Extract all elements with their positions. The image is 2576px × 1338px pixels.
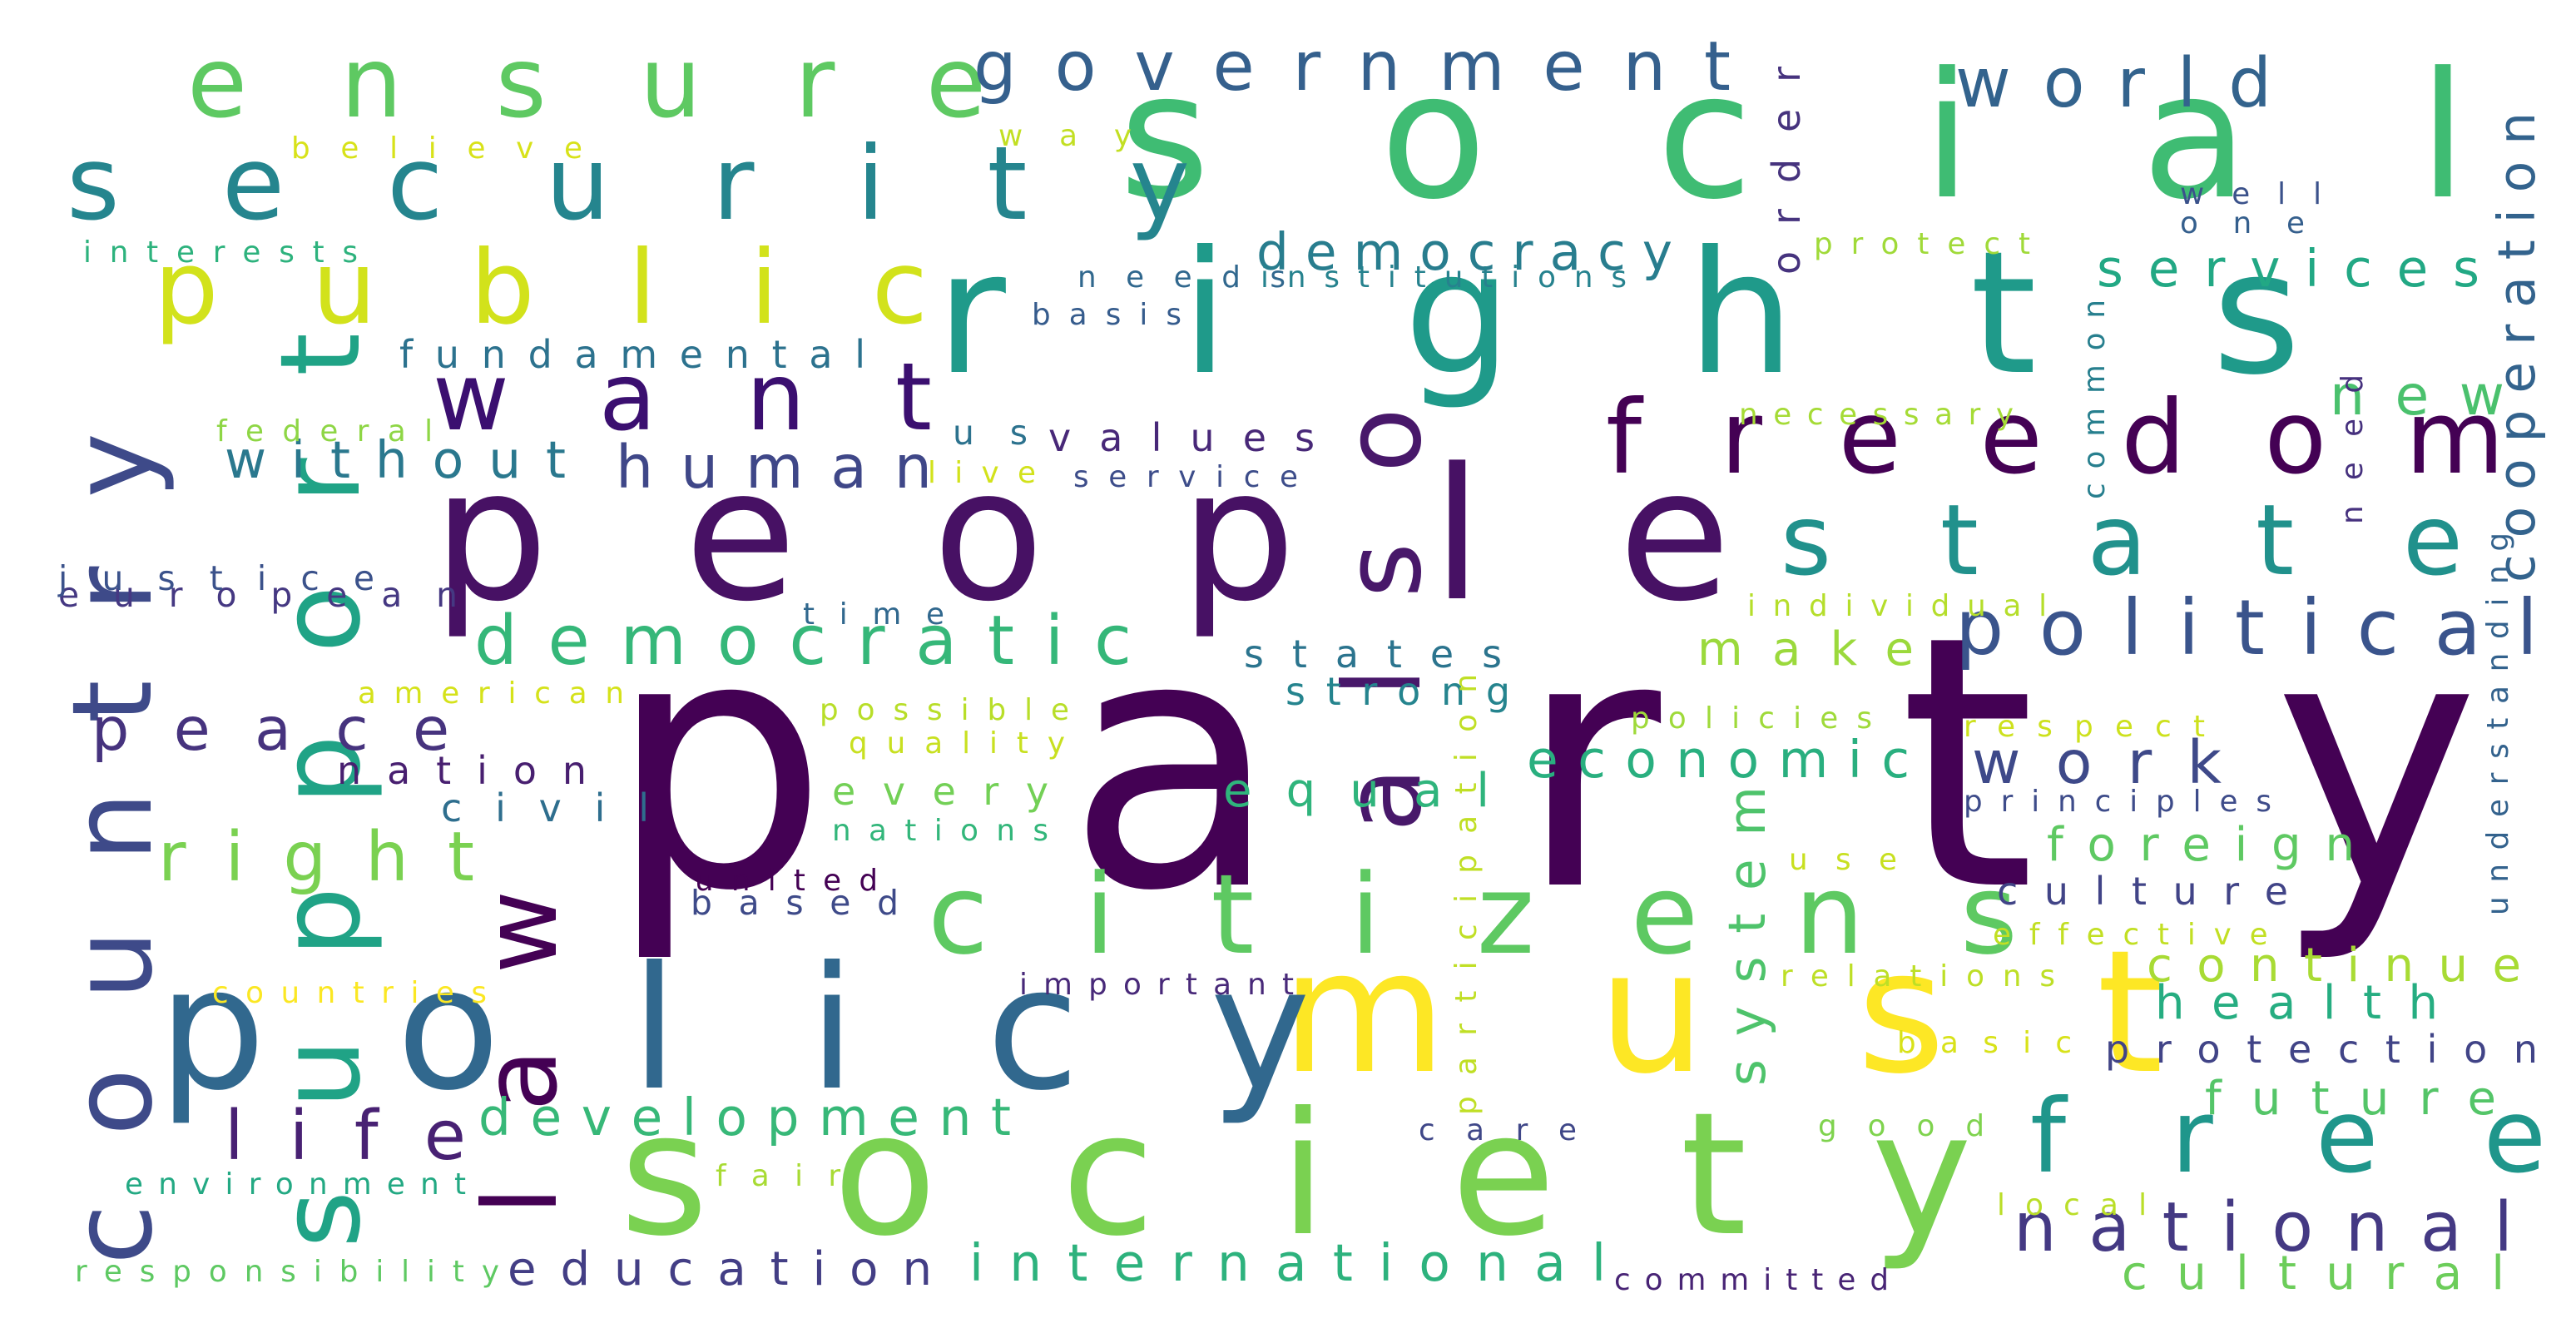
word-united: united	[695, 863, 896, 898]
word-culture: culture	[1997, 869, 2315, 914]
word-human: human	[616, 433, 959, 503]
word-ensure: ensure	[187, 25, 1080, 140]
word-time: time	[803, 597, 969, 632]
word-services: services	[2097, 239, 2504, 299]
word-care: care	[1419, 1113, 1608, 1147]
word-federal: federal	[216, 414, 452, 448]
word-participation: participation	[1449, 652, 1484, 1115]
word-free: free	[2030, 1077, 2546, 1197]
word-future: future	[2205, 1072, 2527, 1127]
word-economic: economic	[1527, 730, 1930, 790]
word-protection: protection	[2105, 1027, 2564, 1073]
word-work: work	[1972, 728, 2257, 798]
word-must: must	[1281, 914, 2315, 1112]
word-cooperation: cooperation	[2488, 95, 2547, 582]
word-without: without	[225, 430, 591, 490]
word-life: life	[225, 1097, 513, 1177]
word-us: us	[953, 413, 1063, 453]
word-respect: respect	[1964, 709, 2227, 744]
word-security: security	[67, 124, 1293, 244]
word-local: local	[1997, 1187, 2167, 1222]
word-equal: equal	[1223, 764, 1524, 819]
word-basic: basic	[1897, 1025, 2097, 1060]
word-new: new	[2330, 363, 2535, 429]
word-protect: protect	[1814, 226, 2049, 261]
word-every: every	[832, 769, 1076, 815]
word-effective: effective	[1993, 917, 2286, 952]
word-national: national	[2014, 1188, 2545, 1268]
word-democracy: democracy	[1256, 222, 1690, 282]
word-public: public	[154, 228, 1022, 348]
word-service: service	[1073, 459, 1318, 494]
word-needs: needs	[1077, 260, 1315, 295]
word-states: states	[1244, 632, 1530, 677]
word-need: need	[2336, 349, 2370, 524]
word-political: political	[1955, 582, 2574, 672]
word-state: state	[1781, 483, 2572, 597]
word-education: education	[508, 1242, 956, 1297]
word-foreign: foreign	[2047, 818, 2379, 873]
word-responsibility: responsibility	[75, 1254, 517, 1289]
word-necessary: necessary	[1739, 397, 2029, 432]
word-committed: committed	[1614, 1262, 1904, 1297]
word-american: american	[358, 676, 642, 711]
word-interests: interests	[83, 235, 376, 270]
word-order: order	[1764, 40, 1809, 275]
word-continue: continue	[2147, 939, 2546, 994]
word-believe: believe	[291, 131, 613, 166]
word-society: society	[620, 1076, 2097, 1274]
word-institutions: institutions	[1261, 260, 1645, 295]
word-social: social	[1119, 35, 2576, 238]
word-individual: individual	[1747, 588, 2064, 623]
word-world: world	[1955, 44, 2304, 124]
word-way: way	[998, 118, 1168, 153]
word-international: international	[969, 1233, 1632, 1293]
word-use: use	[1789, 842, 1925, 877]
word-system: system	[1718, 763, 1777, 1086]
word-fair: fair	[716, 1158, 866, 1193]
word-relations: relations	[1781, 959, 2073, 994]
word-civil: civil	[441, 785, 682, 831]
word-government: government	[973, 27, 1769, 107]
word-principles: principles	[1964, 784, 2290, 819]
word-party: party	[607, 561, 2576, 967]
word-justice: justice	[58, 558, 409, 599]
word-strong: strong	[1286, 669, 1531, 715]
word-policies: policies	[1631, 701, 1891, 736]
word-good: good	[1818, 1108, 2016, 1143]
word-fundamental: fundamental	[399, 332, 888, 378]
word-european: european	[58, 575, 492, 616]
word-citizens: citizens	[928, 851, 2114, 980]
word-live: live	[928, 455, 1055, 490]
word-want: want	[433, 343, 1023, 452]
word-well: well	[2180, 176, 2350, 211]
word-also: also	[1322, 337, 1445, 832]
word-country: country	[49, 364, 177, 1265]
word-one: one	[2180, 206, 2340, 240]
word-countries: countries	[212, 975, 504, 1010]
word-values: values	[1048, 415, 1344, 461]
word-people: people	[433, 428, 1867, 642]
word-rights: rights	[936, 215, 2476, 413]
word-cultural: cultural	[2122, 1246, 2534, 1301]
word-possible: possible	[820, 692, 1087, 727]
word-peace: peace	[92, 695, 494, 765]
word-quality: quality	[849, 726, 1084, 761]
word-environment: environment	[125, 1167, 482, 1202]
word-basis: basis	[1032, 297, 1201, 332]
word-right: right	[158, 818, 514, 898]
word-understanding: understanding	[2481, 518, 2515, 915]
word-democratic: democratic	[474, 602, 1162, 681]
word-based: based	[691, 883, 925, 924]
word-freedom: freedom	[1606, 378, 2576, 498]
word-nations: nations	[832, 813, 1067, 848]
word-make: make	[1697, 622, 1944, 677]
word-development: development	[478, 1088, 1031, 1147]
word-policy: policy	[158, 930, 1441, 1128]
word-health: health	[2155, 976, 2465, 1031]
word-important: important	[1019, 967, 1310, 1002]
word-common: common	[2078, 285, 2112, 499]
word-nation: nation	[337, 748, 612, 794]
